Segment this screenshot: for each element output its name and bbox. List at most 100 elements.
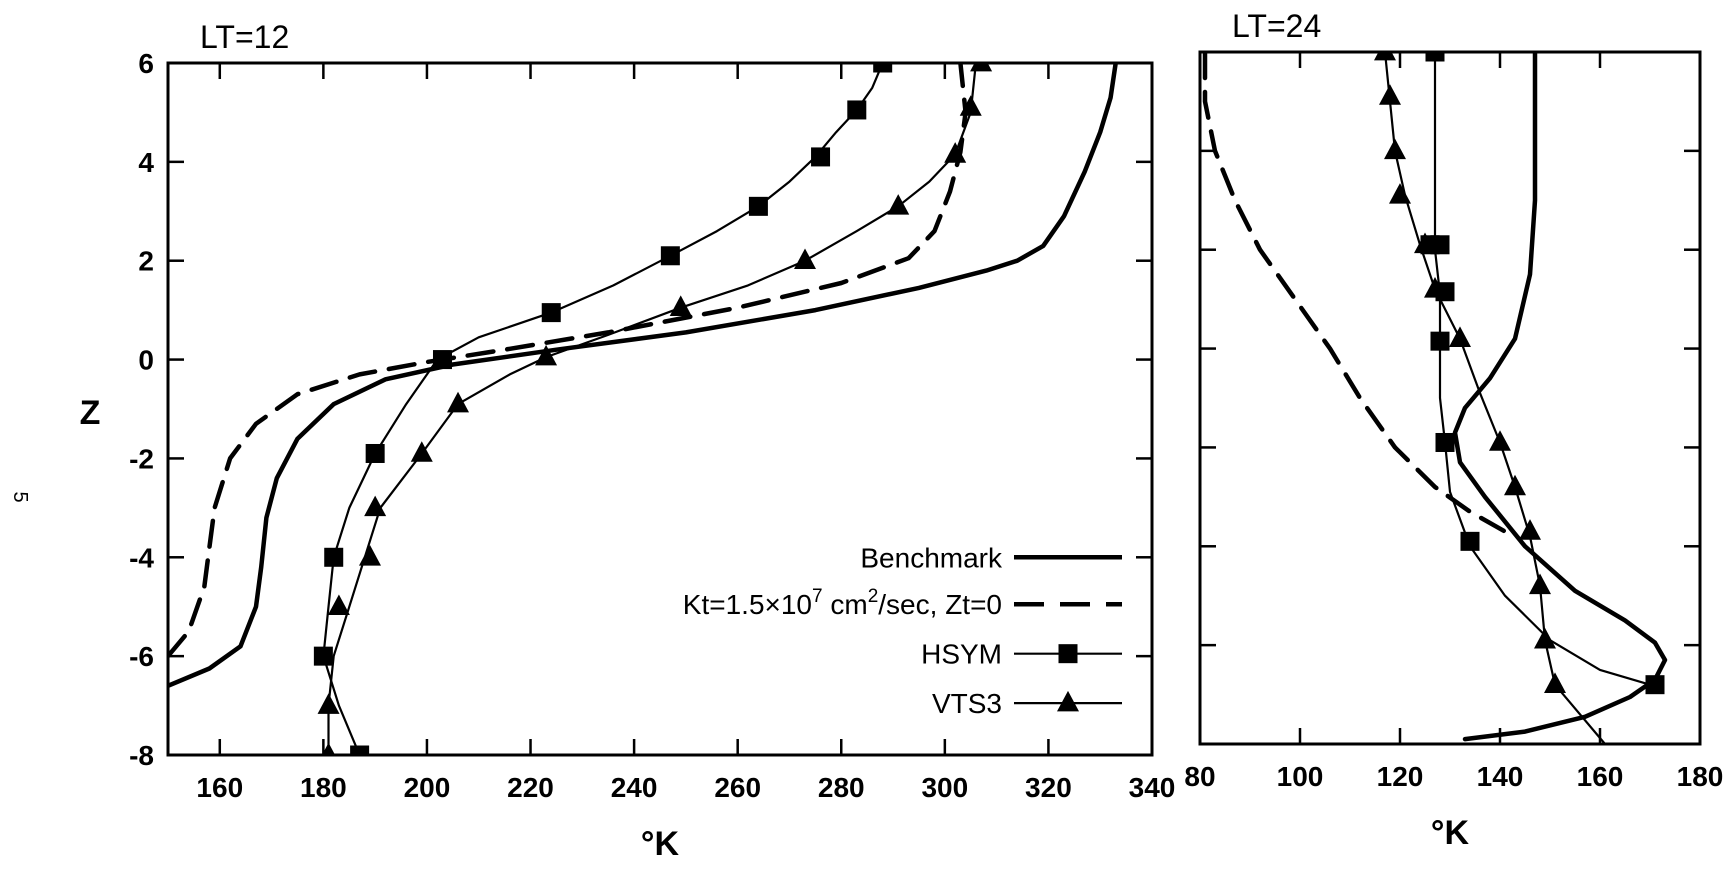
data-point [748,196,768,216]
legend-marker [1057,690,1079,712]
data-point [1529,573,1551,595]
x-tick-label: 140 [1477,761,1524,792]
series-thick-solid [168,63,1118,689]
data-point [410,441,433,462]
x-tick-label: 220 [507,772,554,803]
data-point [1414,232,1436,254]
x-tick-label: 100 [1277,761,1324,792]
legend-label-part: /sec, Zt=0 [878,589,1002,620]
data-point [959,95,982,116]
x-tick-label: 180 [300,772,347,803]
data-point [313,646,333,666]
legend-label: Kt=1.5×107 cm2/sec, Zt=0 [683,586,1002,620]
data-point [944,142,967,163]
series-line [1433,52,1652,686]
y-tick-label: 4 [138,147,154,178]
legend-label-part: cm [823,589,868,620]
data-point [1460,531,1480,551]
x-tick-label: 260 [714,772,761,803]
x-tick-label: 340 [1129,772,1176,803]
chart-panel-1: 160 180 200 220 240 260 280 300 320 340 6 4 2 0 -2 -4 -6… [80,19,1176,863]
data-point [541,303,561,323]
x-tick-label: 120 [1377,761,1424,792]
data-point [669,295,692,316]
x-tick-label: 160 [1577,761,1624,792]
y-tick-label: -2 [129,443,154,474]
data-point [794,248,817,270]
x-tick-label: 180 [1677,761,1724,792]
data-point [321,742,336,755]
data-point [1374,52,1396,61]
data-point [1379,84,1401,105]
data-point [365,443,385,463]
x-tick-label: 300 [921,772,968,803]
series-thick-solid [1452,52,1668,742]
series-line [168,63,1118,689]
series-dashed [1202,52,1508,534]
series-line [168,63,968,659]
x-axis-label: °K [1431,814,1470,852]
data-point [1534,627,1556,649]
y-tick-label: -8 [129,740,154,771]
data-point [847,100,867,120]
data-point [1519,519,1541,540]
y-tick-label: -6 [129,641,154,672]
data-point [1645,675,1665,695]
y-tick-label: -4 [129,542,154,573]
series-triangle-marker [317,63,993,755]
plot-area [168,63,1118,755]
legend-label-part: 7 [812,586,823,607]
data-point [1544,672,1566,694]
data-point [1489,430,1511,451]
data-point [364,495,387,517]
data-point [327,594,350,616]
data-point [1425,52,1445,62]
x-tick-label: 240 [611,772,658,803]
y-axis-label: Z [80,394,101,432]
chart-panel-2: 80 100 120 140 160 180 LT=24 °K [1184,8,1723,852]
data-point [358,545,381,566]
y-tick-label: 6 [138,48,154,79]
legend-entry: Benchmark [860,542,1122,573]
data-point [970,63,993,72]
data-point [660,246,680,266]
series-triangle-marker [1374,52,1607,744]
series-square-marker [313,63,893,755]
legend-label: VTS3 [932,688,1002,719]
data-point [1389,183,1411,204]
data-point [811,147,831,167]
series-line [322,63,884,755]
plot-frame [1198,50,1702,746]
y-tick-label: 0 [138,345,154,376]
legend-marker [1058,644,1078,664]
data-point [350,745,370,755]
legend-label-part: 2 [868,586,879,607]
data-point [1449,326,1471,348]
x-axis-label: °K [641,825,680,863]
x-tick-label: 320 [1025,772,1072,803]
data-point [1435,432,1455,452]
page-mark: 5 [9,491,31,502]
series-dashed [168,63,968,659]
legend-label-part: Kt=1.5×10 [683,589,812,620]
legend-label: Benchmark [860,542,1003,573]
x-tick-label: 280 [818,772,865,803]
x-tick-label: 80 [1184,761,1215,792]
data-point [432,350,452,370]
y-tick-label: 2 [138,246,154,277]
panel-title: LT=24 [1232,8,1321,44]
data-point [317,693,340,714]
data-point [887,194,910,215]
data-point [1424,276,1446,298]
data-point [1384,138,1406,160]
data-point [535,344,558,366]
series-square-marker [1420,52,1665,695]
x-tick-label: 160 [196,772,243,803]
data-point [324,547,344,567]
plot-frame [166,61,1154,757]
plot-area [1202,52,1668,744]
series-line [327,63,977,755]
series-line [1383,52,1607,744]
data-point [1430,331,1450,351]
